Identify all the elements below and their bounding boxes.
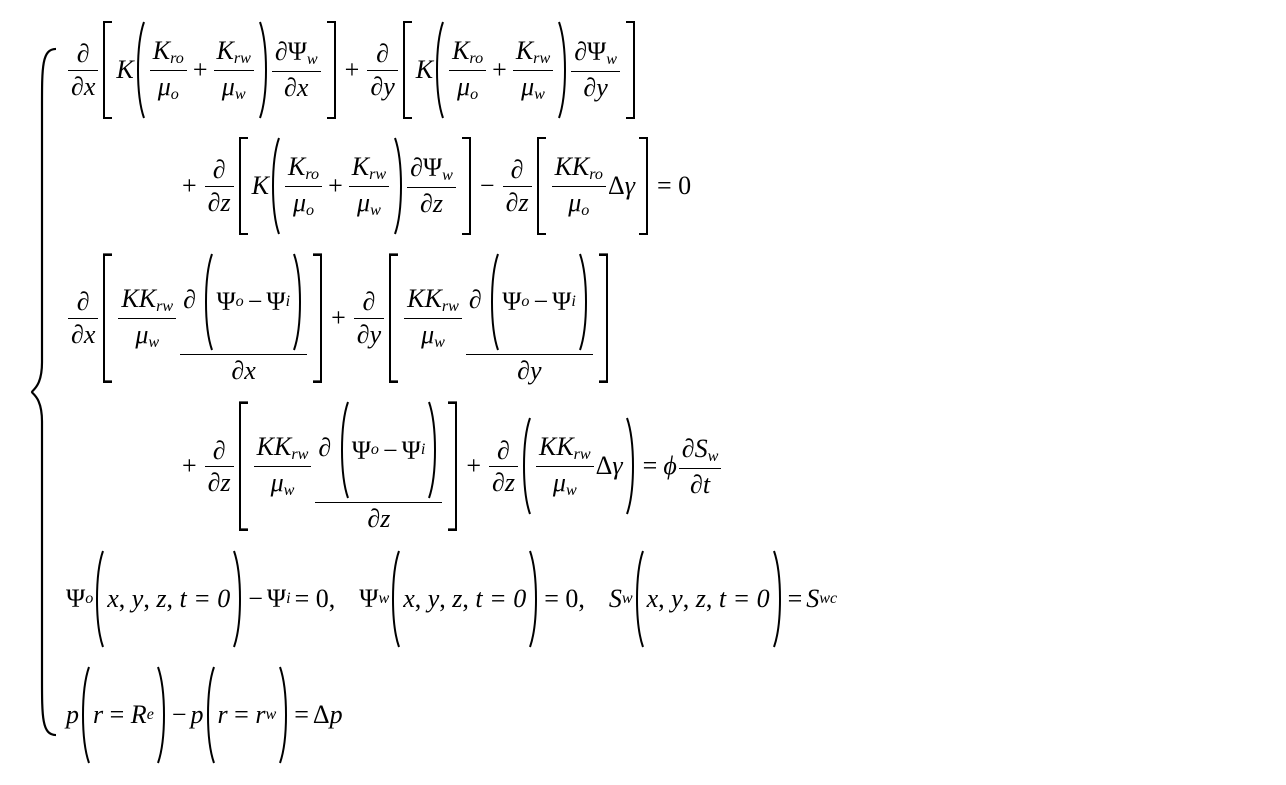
left-brace: [30, 20, 66, 765]
equation-system: ∂ ∂x K Kro μo: [30, 20, 1256, 765]
eq2-line2: + ∂ ∂z KKrw μw ∂: [66, 400, 837, 532]
equations-column: ∂ ∂x K Kro μo: [66, 20, 837, 765]
d-dy: ∂ ∂y: [367, 40, 397, 100]
paren-grav2: KKrw μw Δγ: [520, 416, 637, 516]
eq1-rhs: = 0: [657, 173, 691, 199]
dSw-dt: ∂Sw ∂t: [679, 435, 722, 498]
boundary-condition: p r = Re − p r = rw = Δp: [66, 665, 837, 765]
eq1-line1: ∂ ∂x K Kro μo: [66, 20, 837, 120]
bracket-x1: K Kro μo + Krw: [100, 20, 338, 120]
d-dx: ∂ ∂x: [68, 40, 98, 100]
eq1-line2: + ∂ ∂z K Kro μo: [66, 136, 837, 236]
d-dz: ∂ ∂z: [205, 156, 234, 216]
Krw-over-muw: Krw μw: [214, 37, 254, 104]
paren-x1: Kro μo + Krw μw: [134, 20, 270, 120]
bracket-z2: KKrw μw ∂ Ψo − Ψi: [236, 400, 461, 532]
dPsiw-dx: ∂Ψw ∂x: [272, 38, 321, 101]
initial-conditions: Ψo x, y, z, t = 0 − Ψi = 0, Ψw x, y, z, …: [66, 549, 837, 649]
bracket-z1: K Kro μo + Krw: [236, 136, 474, 236]
bracket-y2: KKrw μw ∂ Ψo − Ψi: [386, 252, 611, 384]
K: K: [116, 57, 133, 83]
eq2-line1: ∂ ∂x KKrw μw ∂: [66, 252, 837, 384]
bracket-y1: K Kro μo + Krw: [400, 20, 638, 120]
bracket-x2: KKrw μw ∂ Ψo − Ψi: [100, 252, 325, 384]
bracket-grav: KKro μo Δγ: [534, 136, 651, 236]
Kro-over-muo: Kro μo: [150, 37, 187, 104]
phi: ϕ: [663, 453, 676, 479]
